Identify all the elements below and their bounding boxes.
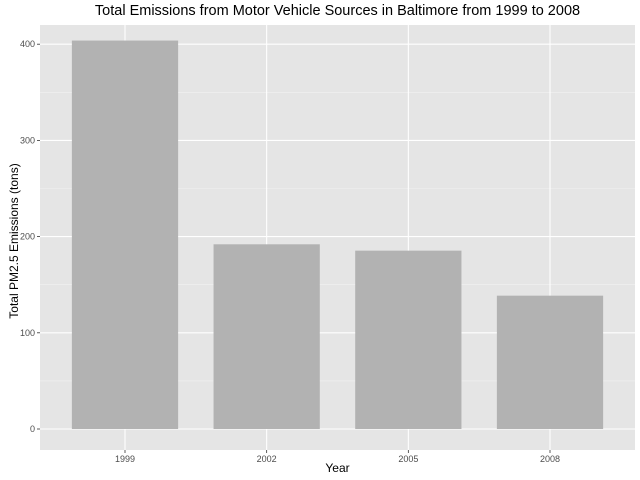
bar-2005 (355, 250, 462, 429)
x-tick-label: 2002 (257, 454, 277, 464)
y-tick-label: 300 (20, 135, 35, 145)
x-tick-label: 2005 (398, 454, 418, 464)
x-tick-label: 1999 (115, 454, 135, 464)
y-tick-label: 400 (20, 39, 35, 49)
bar-1999 (71, 40, 179, 429)
chart-title: Total Emissions from Motor Vehicle Sourc… (94, 3, 581, 19)
x-axis-title: Year (325, 461, 350, 475)
y-tick-label: 0 (30, 424, 35, 434)
bar-2008 (496, 295, 604, 429)
y-tick-label: 100 (20, 328, 35, 338)
y-tick-label: 200 (20, 232, 35, 242)
y-axis-title: Total PM2.5 Emissions (tons) (7, 163, 21, 319)
bar-2002 (213, 244, 320, 429)
x-tick-label: 2008 (540, 454, 560, 464)
